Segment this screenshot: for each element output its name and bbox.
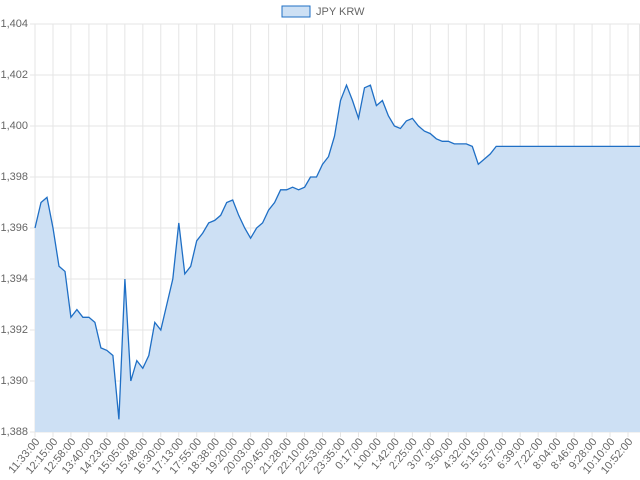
y-tick-label: 1,394 [0,273,28,285]
y-tick-label: 1,402 [0,69,28,81]
y-tick-label: 1,400 [0,120,28,132]
legend-swatch [281,5,311,18]
y-tick-label: 1,398 [0,171,28,183]
area-fill [35,85,640,432]
legend-label: JPY KRW [316,6,365,18]
y-tick-label: 1,396 [0,222,28,234]
y-tick-label: 1,390 [0,375,28,387]
y-tick-label: 1,392 [0,324,28,336]
y-tick-label: 1,404 [0,18,28,30]
y-tick-label: 1,388 [0,426,28,438]
series-line [34,83,640,420]
